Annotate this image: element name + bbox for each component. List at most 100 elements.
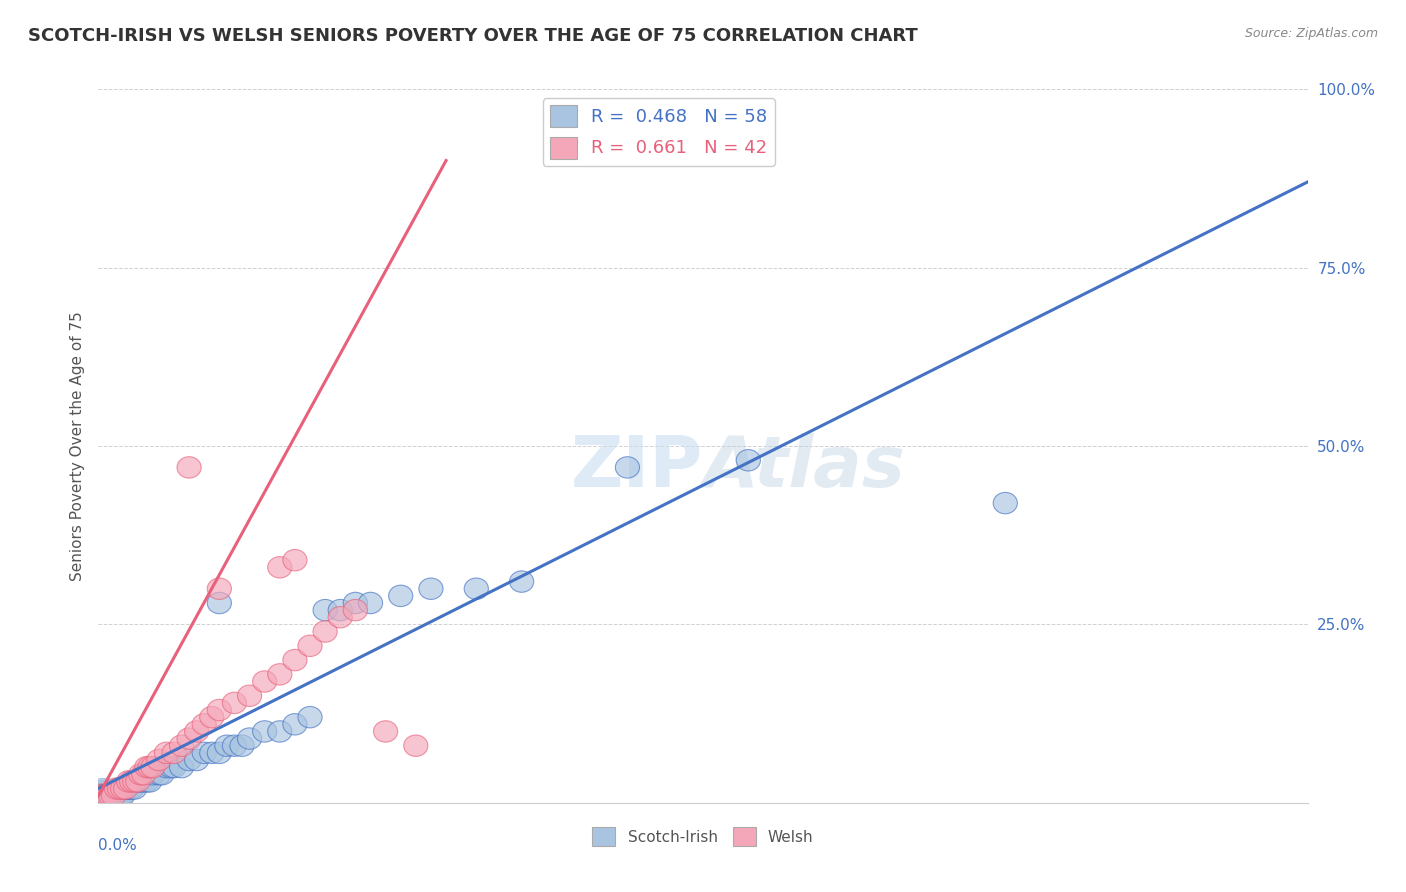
Ellipse shape bbox=[93, 785, 117, 806]
Ellipse shape bbox=[87, 783, 120, 808]
Ellipse shape bbox=[96, 785, 120, 806]
Text: ZIP: ZIP bbox=[571, 433, 703, 502]
Ellipse shape bbox=[101, 785, 125, 806]
Ellipse shape bbox=[283, 549, 307, 571]
Ellipse shape bbox=[150, 764, 174, 785]
Ellipse shape bbox=[83, 780, 122, 812]
Ellipse shape bbox=[89, 785, 117, 806]
Ellipse shape bbox=[138, 771, 162, 792]
Ellipse shape bbox=[238, 728, 262, 749]
Ellipse shape bbox=[343, 599, 367, 621]
Ellipse shape bbox=[107, 778, 132, 799]
Ellipse shape bbox=[141, 756, 165, 778]
Ellipse shape bbox=[267, 664, 292, 685]
Ellipse shape bbox=[122, 778, 146, 799]
Ellipse shape bbox=[115, 778, 139, 799]
Text: Source: ZipAtlas.com: Source: ZipAtlas.com bbox=[1244, 27, 1378, 40]
Ellipse shape bbox=[314, 599, 337, 621]
Ellipse shape bbox=[200, 706, 224, 728]
Ellipse shape bbox=[184, 721, 208, 742]
Ellipse shape bbox=[129, 764, 153, 785]
Ellipse shape bbox=[207, 578, 232, 599]
Ellipse shape bbox=[103, 785, 127, 806]
Ellipse shape bbox=[170, 735, 194, 756]
Ellipse shape bbox=[184, 749, 208, 771]
Text: SCOTCH-IRISH VS WELSH SENIORS POVERTY OVER THE AGE OF 75 CORRELATION CHART: SCOTCH-IRISH VS WELSH SENIORS POVERTY OV… bbox=[28, 27, 918, 45]
Ellipse shape bbox=[267, 721, 292, 742]
Ellipse shape bbox=[298, 706, 322, 728]
Ellipse shape bbox=[135, 756, 159, 778]
Ellipse shape bbox=[193, 714, 217, 735]
Ellipse shape bbox=[616, 457, 640, 478]
Ellipse shape bbox=[117, 778, 141, 799]
Ellipse shape bbox=[105, 785, 131, 806]
Ellipse shape bbox=[89, 784, 118, 807]
Ellipse shape bbox=[298, 635, 322, 657]
Ellipse shape bbox=[200, 742, 224, 764]
Ellipse shape bbox=[374, 721, 398, 742]
Ellipse shape bbox=[222, 735, 246, 756]
Ellipse shape bbox=[146, 749, 172, 771]
Ellipse shape bbox=[82, 779, 125, 813]
Ellipse shape bbox=[388, 585, 413, 607]
Text: Atlas: Atlas bbox=[703, 433, 905, 502]
Ellipse shape bbox=[464, 578, 488, 599]
Ellipse shape bbox=[112, 778, 136, 799]
Ellipse shape bbox=[207, 699, 232, 721]
Ellipse shape bbox=[162, 742, 186, 764]
Ellipse shape bbox=[343, 592, 367, 614]
Ellipse shape bbox=[283, 649, 307, 671]
Ellipse shape bbox=[283, 714, 307, 735]
Ellipse shape bbox=[222, 692, 246, 714]
Ellipse shape bbox=[107, 785, 132, 806]
Ellipse shape bbox=[98, 785, 122, 806]
Ellipse shape bbox=[100, 785, 124, 806]
Ellipse shape bbox=[111, 778, 135, 799]
Ellipse shape bbox=[132, 764, 156, 785]
Ellipse shape bbox=[737, 450, 761, 471]
Ellipse shape bbox=[101, 785, 125, 806]
Ellipse shape bbox=[129, 771, 153, 792]
Ellipse shape bbox=[328, 599, 353, 621]
Ellipse shape bbox=[94, 785, 118, 806]
Ellipse shape bbox=[162, 756, 186, 778]
Y-axis label: Seniors Poverty Over the Age of 75: Seniors Poverty Over the Age of 75 bbox=[69, 311, 84, 581]
Ellipse shape bbox=[120, 778, 143, 799]
Ellipse shape bbox=[177, 457, 201, 478]
Ellipse shape bbox=[359, 592, 382, 614]
Ellipse shape bbox=[90, 785, 114, 806]
Ellipse shape bbox=[91, 785, 115, 806]
Ellipse shape bbox=[231, 735, 254, 756]
Ellipse shape bbox=[90, 785, 114, 806]
Ellipse shape bbox=[419, 578, 443, 599]
Ellipse shape bbox=[141, 764, 165, 785]
Ellipse shape bbox=[122, 771, 146, 792]
Ellipse shape bbox=[253, 721, 277, 742]
Ellipse shape bbox=[117, 771, 141, 792]
Ellipse shape bbox=[177, 728, 201, 749]
Ellipse shape bbox=[314, 621, 337, 642]
Ellipse shape bbox=[146, 764, 172, 785]
Ellipse shape bbox=[155, 742, 179, 764]
Ellipse shape bbox=[87, 783, 118, 808]
Ellipse shape bbox=[104, 778, 129, 799]
Ellipse shape bbox=[404, 735, 427, 756]
Ellipse shape bbox=[170, 756, 194, 778]
Ellipse shape bbox=[253, 671, 277, 692]
Ellipse shape bbox=[193, 742, 217, 764]
Ellipse shape bbox=[132, 771, 156, 792]
Ellipse shape bbox=[84, 781, 121, 810]
Ellipse shape bbox=[267, 557, 292, 578]
Ellipse shape bbox=[509, 571, 534, 592]
Ellipse shape bbox=[90, 786, 115, 805]
Ellipse shape bbox=[98, 785, 122, 806]
Ellipse shape bbox=[177, 749, 201, 771]
Ellipse shape bbox=[135, 771, 159, 792]
Ellipse shape bbox=[155, 756, 179, 778]
Ellipse shape bbox=[97, 785, 121, 806]
Ellipse shape bbox=[90, 786, 115, 805]
Ellipse shape bbox=[328, 607, 353, 628]
Ellipse shape bbox=[125, 771, 150, 792]
Ellipse shape bbox=[91, 787, 114, 805]
Ellipse shape bbox=[215, 735, 239, 756]
